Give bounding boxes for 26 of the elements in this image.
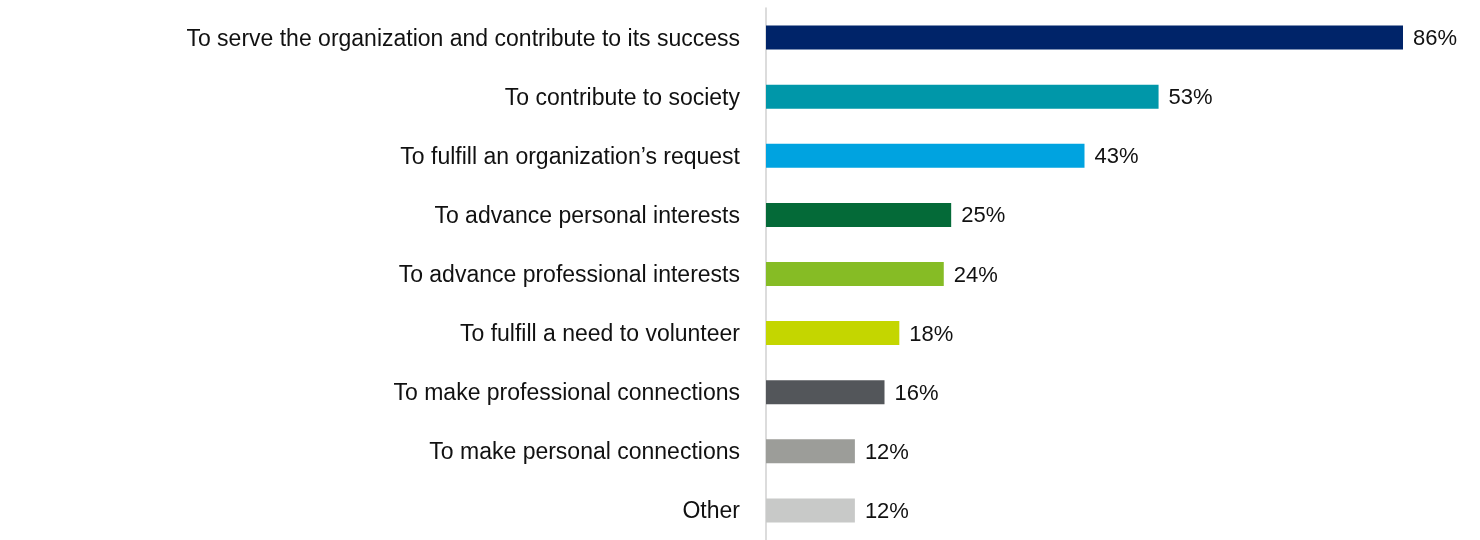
data-label: 53% <box>1168 84 1213 110</box>
data-label: 12% <box>864 497 909 523</box>
data-label: 86% <box>1413 25 1458 51</box>
data-label: 24% <box>953 261 998 287</box>
y-tick-label: To advance professional interests <box>398 261 740 287</box>
y-tick-label: To contribute to society <box>504 83 741 110</box>
y-tick-label: Other <box>682 497 741 524</box>
bar <box>766 380 885 405</box>
y-tick-label: To make professional connections <box>393 379 740 406</box>
y-tick-label: To serve the organization and contribute to its success <box>186 24 740 51</box>
bar <box>766 143 1085 168</box>
y-tick-label: To make personal connections <box>429 438 740 465</box>
bar <box>766 439 855 464</box>
bar <box>766 321 900 346</box>
bar <box>766 84 1159 109</box>
bar <box>766 202 952 227</box>
bar <box>766 25 1403 50</box>
y-tick-label: To fulfill an organization’s request <box>400 142 741 169</box>
data-label: 43% <box>1094 143 1139 169</box>
data-label: 16% <box>894 379 939 405</box>
y-tick-label: To fulfill a need to volunteer <box>459 320 741 347</box>
data-label: 12% <box>864 438 909 464</box>
data-label: 18% <box>909 320 954 346</box>
data-label: 25% <box>961 202 1006 228</box>
bar <box>766 262 944 286</box>
y-tick-label: To advance personal interests <box>434 201 740 228</box>
